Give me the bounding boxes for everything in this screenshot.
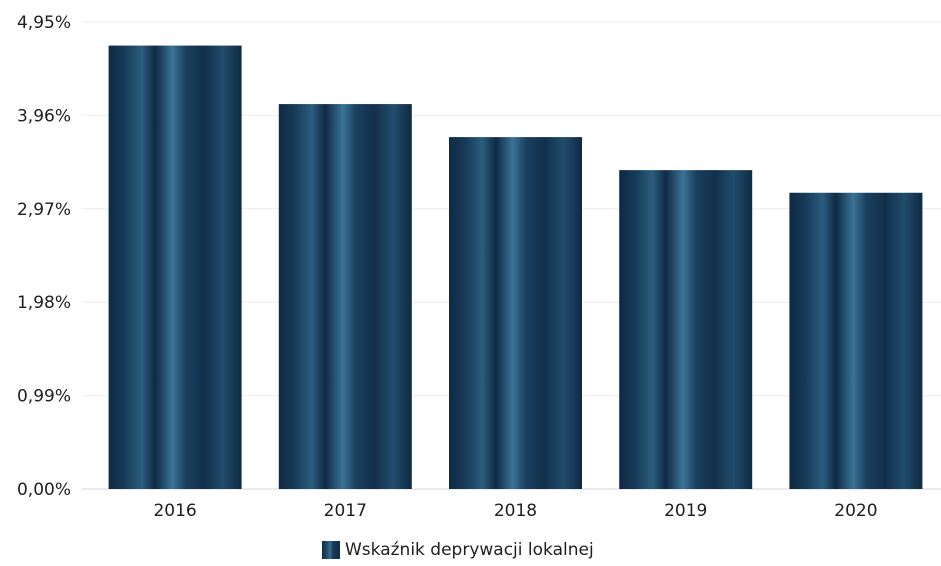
legend-label: Wskaźnik deprywacji lokalnej — [345, 540, 594, 560]
bars — [108, 45, 923, 490]
y-tick-label: 0,99% — [17, 387, 71, 407]
legend: Wskaźnik deprywacji lokalnej — [322, 540, 594, 560]
x-tick-label: 2020 — [834, 501, 877, 521]
bar-2019 — [619, 170, 753, 489]
bar-2018 — [449, 137, 582, 489]
y-tick-label: 1,98% — [17, 293, 71, 313]
axes: 0,00% 0,99% 1,98% 2,97% 3,96% 4,95% 2016 2017 20… — [17, 13, 878, 521]
bar-2016 — [108, 45, 242, 490]
bar-2020 — [789, 192, 923, 490]
bar-2017 — [278, 104, 412, 489]
x-tick-label: 2018 — [494, 501, 537, 521]
y-tick-label: 3,96% — [17, 106, 71, 126]
x-tick-label: 2017 — [324, 501, 367, 521]
x-tick-label: 2016 — [153, 501, 196, 521]
y-tick-label: 2,97% — [17, 200, 71, 220]
x-tick-label: 2019 — [664, 501, 707, 521]
y-tick-label: 4,95% — [17, 13, 71, 33]
y-tick-label: 0,00% — [17, 480, 71, 500]
legend-swatch — [322, 541, 340, 559]
